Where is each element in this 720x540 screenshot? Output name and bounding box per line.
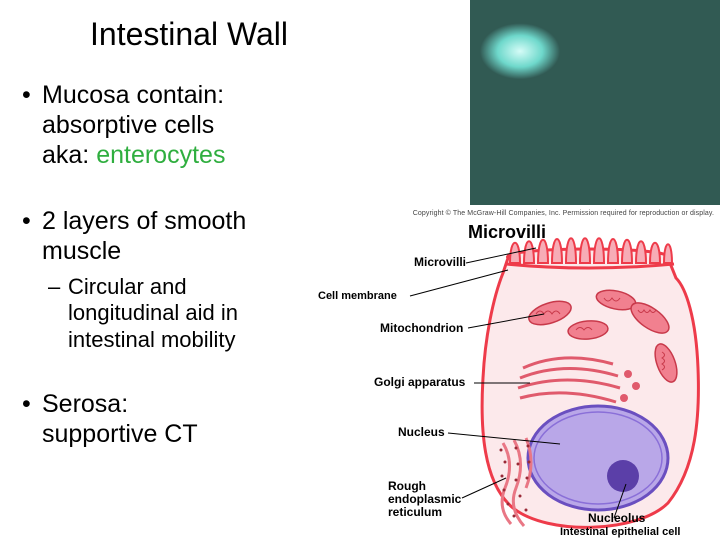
- bullet-text: Mucosa contain:: [42, 81, 224, 109]
- bullet-mucosa: Mucosa contain: absorptive cells aka: en…: [20, 80, 300, 170]
- cell-illustration: [298, 218, 720, 540]
- bullet-text: aka:: [42, 141, 96, 169]
- label-text: Rough: [388, 479, 426, 493]
- label-text: reticulum: [388, 505, 442, 519]
- label-rer: Rough endoplasmic reticulum: [388, 480, 461, 520]
- bullet-smooth-muscle: 2 layers of smooth muscle Circular and l…: [20, 206, 300, 353]
- subbullet-circular-longitudinal: Circular and longitudinal aid in intesti…: [42, 274, 300, 353]
- bullet-text: 2 layers of smooth muscle: [42, 207, 246, 265]
- label-nucleus: Nucleus: [398, 426, 445, 439]
- label-caption: Intestinal epithelial cell: [560, 526, 680, 538]
- label-golgi: Golgi apparatus: [374, 376, 465, 389]
- bullet-text: supportive CT: [42, 420, 198, 448]
- microscopy-image: [470, 0, 720, 205]
- bullet-content: Mucosa contain: absorptive cells aka: en…: [20, 80, 300, 449]
- label-cell-membrane: Cell membrane: [318, 290, 397, 302]
- label-mitochondrion: Mitochondrion: [380, 322, 463, 335]
- bullet-text: absorptive cells: [42, 111, 214, 139]
- bullet-text: Circular and longitudinal aid in intesti…: [68, 274, 238, 352]
- bullet-text: Serosa:: [42, 390, 128, 418]
- keyword-enterocytes: enterocytes: [96, 141, 225, 169]
- copyright-text: Copyright © The McGraw-Hill Companies, I…: [413, 210, 714, 217]
- label-text: endoplasmic: [388, 492, 461, 506]
- label-nucleolus: Nucleolus: [588, 512, 645, 525]
- microvilli-diagram: Copyright © The McGraw-Hill Companies, I…: [298, 208, 720, 540]
- slide-title: Intestinal Wall: [90, 16, 288, 53]
- label-microvilli: Microvilli: [414, 256, 466, 269]
- slide: Intestinal Wall Mucosa contain: absorpti…: [0, 0, 720, 540]
- bullet-serosa: Serosa: supportive CT: [20, 389, 300, 449]
